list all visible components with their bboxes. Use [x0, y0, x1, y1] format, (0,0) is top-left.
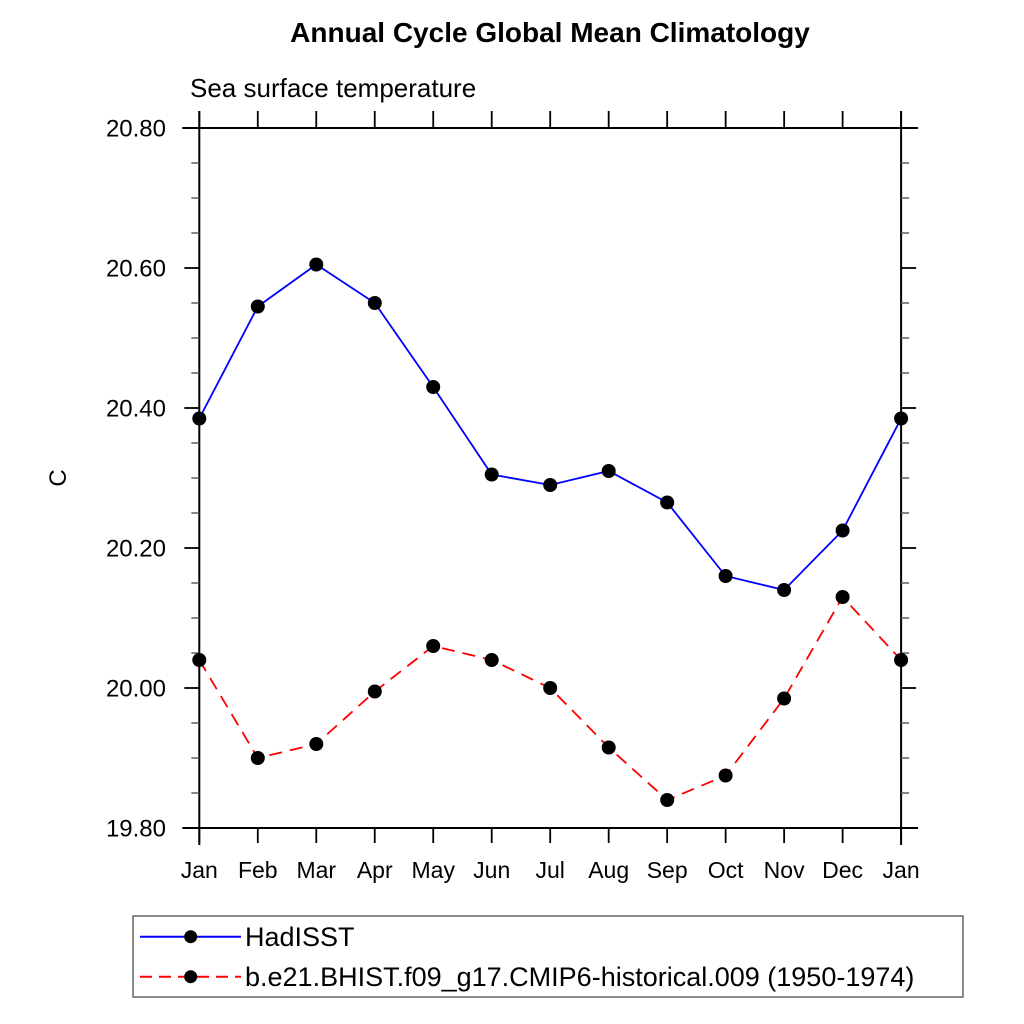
legend: HadISST b.e21.BHIST.f09_g17.CMIP6-histori…	[132, 915, 964, 998]
data-point-marker-1	[543, 681, 558, 695]
y-tick-label: 20.00	[106, 676, 166, 703]
data-point-marker-1	[718, 768, 733, 783]
y-axis-label: C	[45, 469, 72, 486]
legend-box	[132, 915, 964, 998]
data-point-marker-0	[192, 411, 207, 426]
legend-item-1: b.e21.BHIST.f09_g17.CMIP6-historical.009…	[140, 962, 914, 992]
data-point-marker-1	[660, 793, 675, 807]
chart-subtitle: Sea surface temperature	[190, 73, 476, 103]
data-point-marker-0	[543, 478, 558, 492]
data-point-marker-0	[309, 257, 324, 272]
data-point-marker-0	[250, 299, 265, 314]
y-tick-label: 20.40	[106, 396, 166, 423]
data-point-marker-1	[426, 639, 441, 653]
x-tick-label: Aug	[588, 857, 629, 883]
data-point-marker-0	[660, 495, 675, 510]
x-tick-label: Dec	[822, 857, 863, 883]
legend-label-0: HadISST	[245, 922, 355, 952]
series-line-1	[198, 595, 902, 802]
legend-item-0: HadISST	[140, 922, 355, 952]
y-tick-label: 20.20	[106, 536, 166, 563]
x-tick-label: Jan	[181, 857, 218, 883]
x-tick-label: Apr	[357, 857, 393, 883]
data-point-marker-1	[367, 684, 382, 699]
x-tick-label: Nov	[764, 857, 805, 883]
x-tick-label: Feb	[238, 857, 278, 883]
data-point-marker-0	[777, 583, 792, 597]
data-series	[192, 257, 909, 807]
data-point-marker-1	[309, 737, 324, 751]
x-tick-label: May	[412, 857, 456, 883]
chart-title: Annual Cycle Global Mean Climatology	[290, 17, 810, 48]
x-tick-label: Mar	[296, 857, 336, 883]
x-tick-label: Sep	[647, 857, 688, 883]
y-tick-label: 20.80	[106, 116, 166, 143]
data-point-marker-0	[718, 569, 733, 583]
data-point-marker-1	[777, 691, 792, 706]
x-tick-label: Jul	[535, 857, 564, 883]
x-tick-label: Oct	[708, 857, 744, 883]
y-tick-label: 20.60	[106, 256, 166, 283]
data-point-marker-1	[601, 740, 616, 755]
series-line-0	[198, 263, 902, 591]
data-point-marker-0	[484, 467, 499, 482]
data-point-marker-0	[426, 380, 441, 394]
data-point-marker-0	[367, 296, 382, 310]
legend-swatch-marker-1	[184, 970, 198, 984]
data-point-marker-1	[484, 653, 499, 667]
y-tick-label: 19.80	[106, 816, 166, 843]
data-point-marker-1	[894, 653, 909, 667]
data-point-marker-0	[601, 464, 616, 478]
x-tick-label: Jun	[473, 857, 510, 883]
axes-frame: Jan Feb Mar Apr May Jun Jul Aug Sep Oct Nov Dec Jan 1…	[106, 111, 920, 883]
data-point-marker-1	[835, 590, 850, 604]
data-point-marker-0	[894, 411, 909, 426]
legend-label-1: b.e21.BHIST.f09_g17.CMIP6-historical.009…	[245, 962, 914, 992]
legend-swatch-marker-0	[184, 930, 198, 944]
data-point-marker-0	[835, 523, 850, 538]
data-point-marker-1	[250, 751, 265, 765]
x-tick-label: Jan	[883, 857, 920, 883]
data-point-marker-1	[192, 653, 207, 667]
